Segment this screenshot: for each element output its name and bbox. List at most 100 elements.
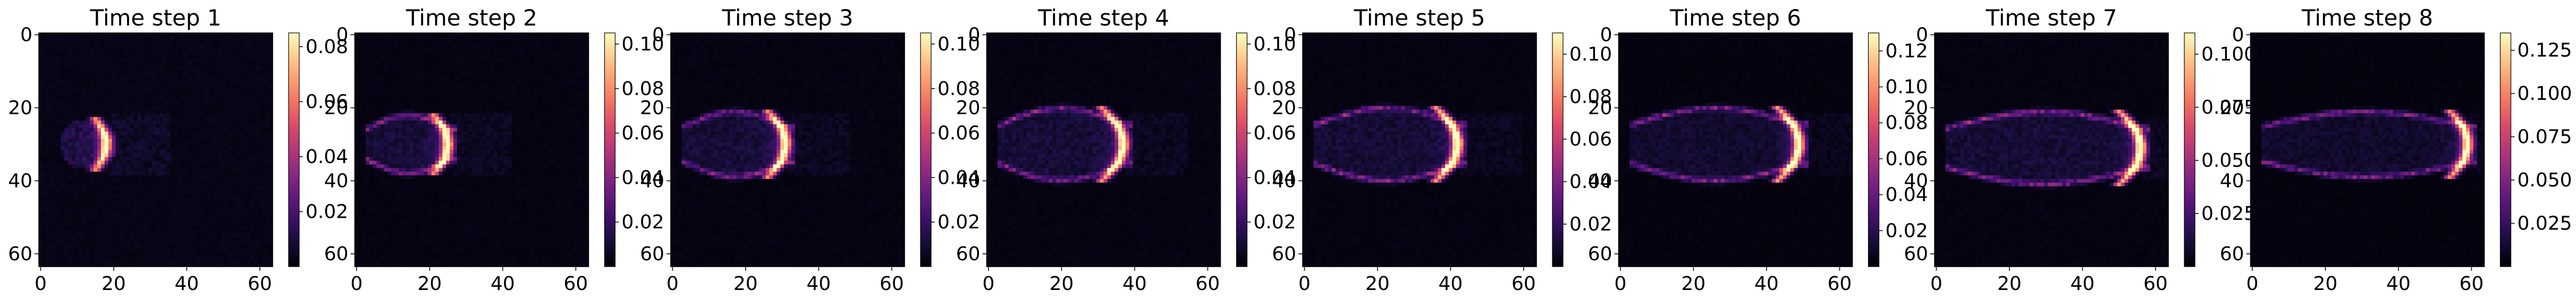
heatmap-cell [192,219,196,223]
heatmap-cell [57,135,61,139]
heatmap-cell [214,109,218,113]
heatmap-cell [123,58,126,62]
heatmap-cell [247,95,251,99]
heatmap-cell [105,245,108,249]
heatmap-cell [229,204,233,208]
heatmap-cell [145,172,148,175]
heatmap-cell [94,66,97,70]
heatmap-cell [101,219,105,223]
heatmap-cell [413,62,417,66]
heatmap-cell [450,66,453,70]
heatmap-cell [200,58,204,62]
heatmap-cell [97,259,101,263]
heatmap-cell [83,124,87,128]
heatmap-cell [366,58,369,62]
heatmap-cell [424,40,428,44]
heatmap-cell [108,80,112,84]
heatmap-cell [152,179,156,183]
heatmap-cell [64,48,68,52]
heatmap-cell [119,153,123,157]
heatmap-cell [57,234,61,237]
heatmap-cell [399,44,402,48]
heatmap-cell [185,161,189,165]
heatmap-cell [64,51,68,55]
heatmap-cell [167,157,171,161]
heatmap-cell [68,95,72,99]
heatmap-cell [171,142,174,146]
heatmap-cell [152,40,156,44]
heatmap-cell [105,117,108,121]
heatmap-cell [108,99,112,102]
heatmap-cell [381,70,384,73]
heatmap-cell [200,117,204,121]
heatmap-cell [61,40,64,44]
heatmap-cell [192,168,196,172]
heatmap-cell [218,139,222,142]
heatmap-cell [101,249,105,252]
heatmap-cell [54,252,57,256]
heatmap-cell [130,91,134,95]
heatmap-cell [126,66,130,70]
heatmap-cell [189,252,192,256]
heatmap-cell [46,146,50,150]
heatmap-cell [265,142,269,146]
heatmap-cell [243,95,247,99]
heatmap-cell [381,48,384,52]
heatmap-cell [200,234,204,237]
heatmap-cell [247,172,251,175]
heatmap-cell [97,186,101,190]
heatmap-cell [232,168,236,172]
heatmap-cell [108,62,112,66]
heatmap-cell [152,190,156,194]
heatmap-cell [43,168,46,172]
heatmap-cell [504,58,508,62]
y-tick-label: 0 [20,24,32,46]
heatmap-cell [373,51,377,55]
heatmap-cell [68,219,72,223]
heatmap-cell [402,40,406,44]
heatmap-cell [54,135,57,139]
heatmap-cell [105,226,108,230]
heatmap-cell [152,44,156,48]
heatmap-cell [123,259,126,263]
heatmap-cell [79,142,83,146]
heatmap-cell [251,109,255,113]
heatmap-cell [384,55,388,58]
heatmap-cell [57,33,61,37]
heatmap-cell [189,95,192,99]
heatmap-cell [105,33,108,37]
heatmap-cell [105,44,108,48]
heatmap-cell [90,245,94,249]
heatmap-cell [46,234,50,237]
heatmap-cell [57,249,61,252]
heatmap-cell [123,194,126,198]
heatmap-cell [54,157,57,161]
heatmap-cell [563,44,567,48]
heatmap-cell [119,150,123,153]
heatmap-cell [86,135,90,139]
heatmap-cell [152,146,156,150]
heatmap-cell [225,204,229,208]
heatmap-cell [159,249,163,252]
heatmap-cell [167,223,171,227]
heatmap-cell [134,109,138,113]
heatmap-cell [115,91,119,95]
heatmap-cell [479,80,483,84]
heatmap-cell [475,48,479,52]
heatmap-cell [94,226,97,230]
heatmap-cell [261,139,265,142]
heatmap-cell [200,241,204,245]
heatmap-cell [79,106,83,110]
heatmap-cell [159,252,163,256]
heatmap-cell [251,153,255,157]
heatmap-cell [83,66,87,70]
heatmap-cell [148,168,152,172]
heatmap-cell [138,66,141,70]
heatmap-cell [570,77,574,81]
heatmap-cell [435,77,439,81]
heatmap-cell [200,179,204,183]
heatmap-cell [366,66,369,70]
heatmap-cell [138,168,141,172]
heatmap-cell [450,33,453,37]
heatmap-cell [101,241,105,245]
